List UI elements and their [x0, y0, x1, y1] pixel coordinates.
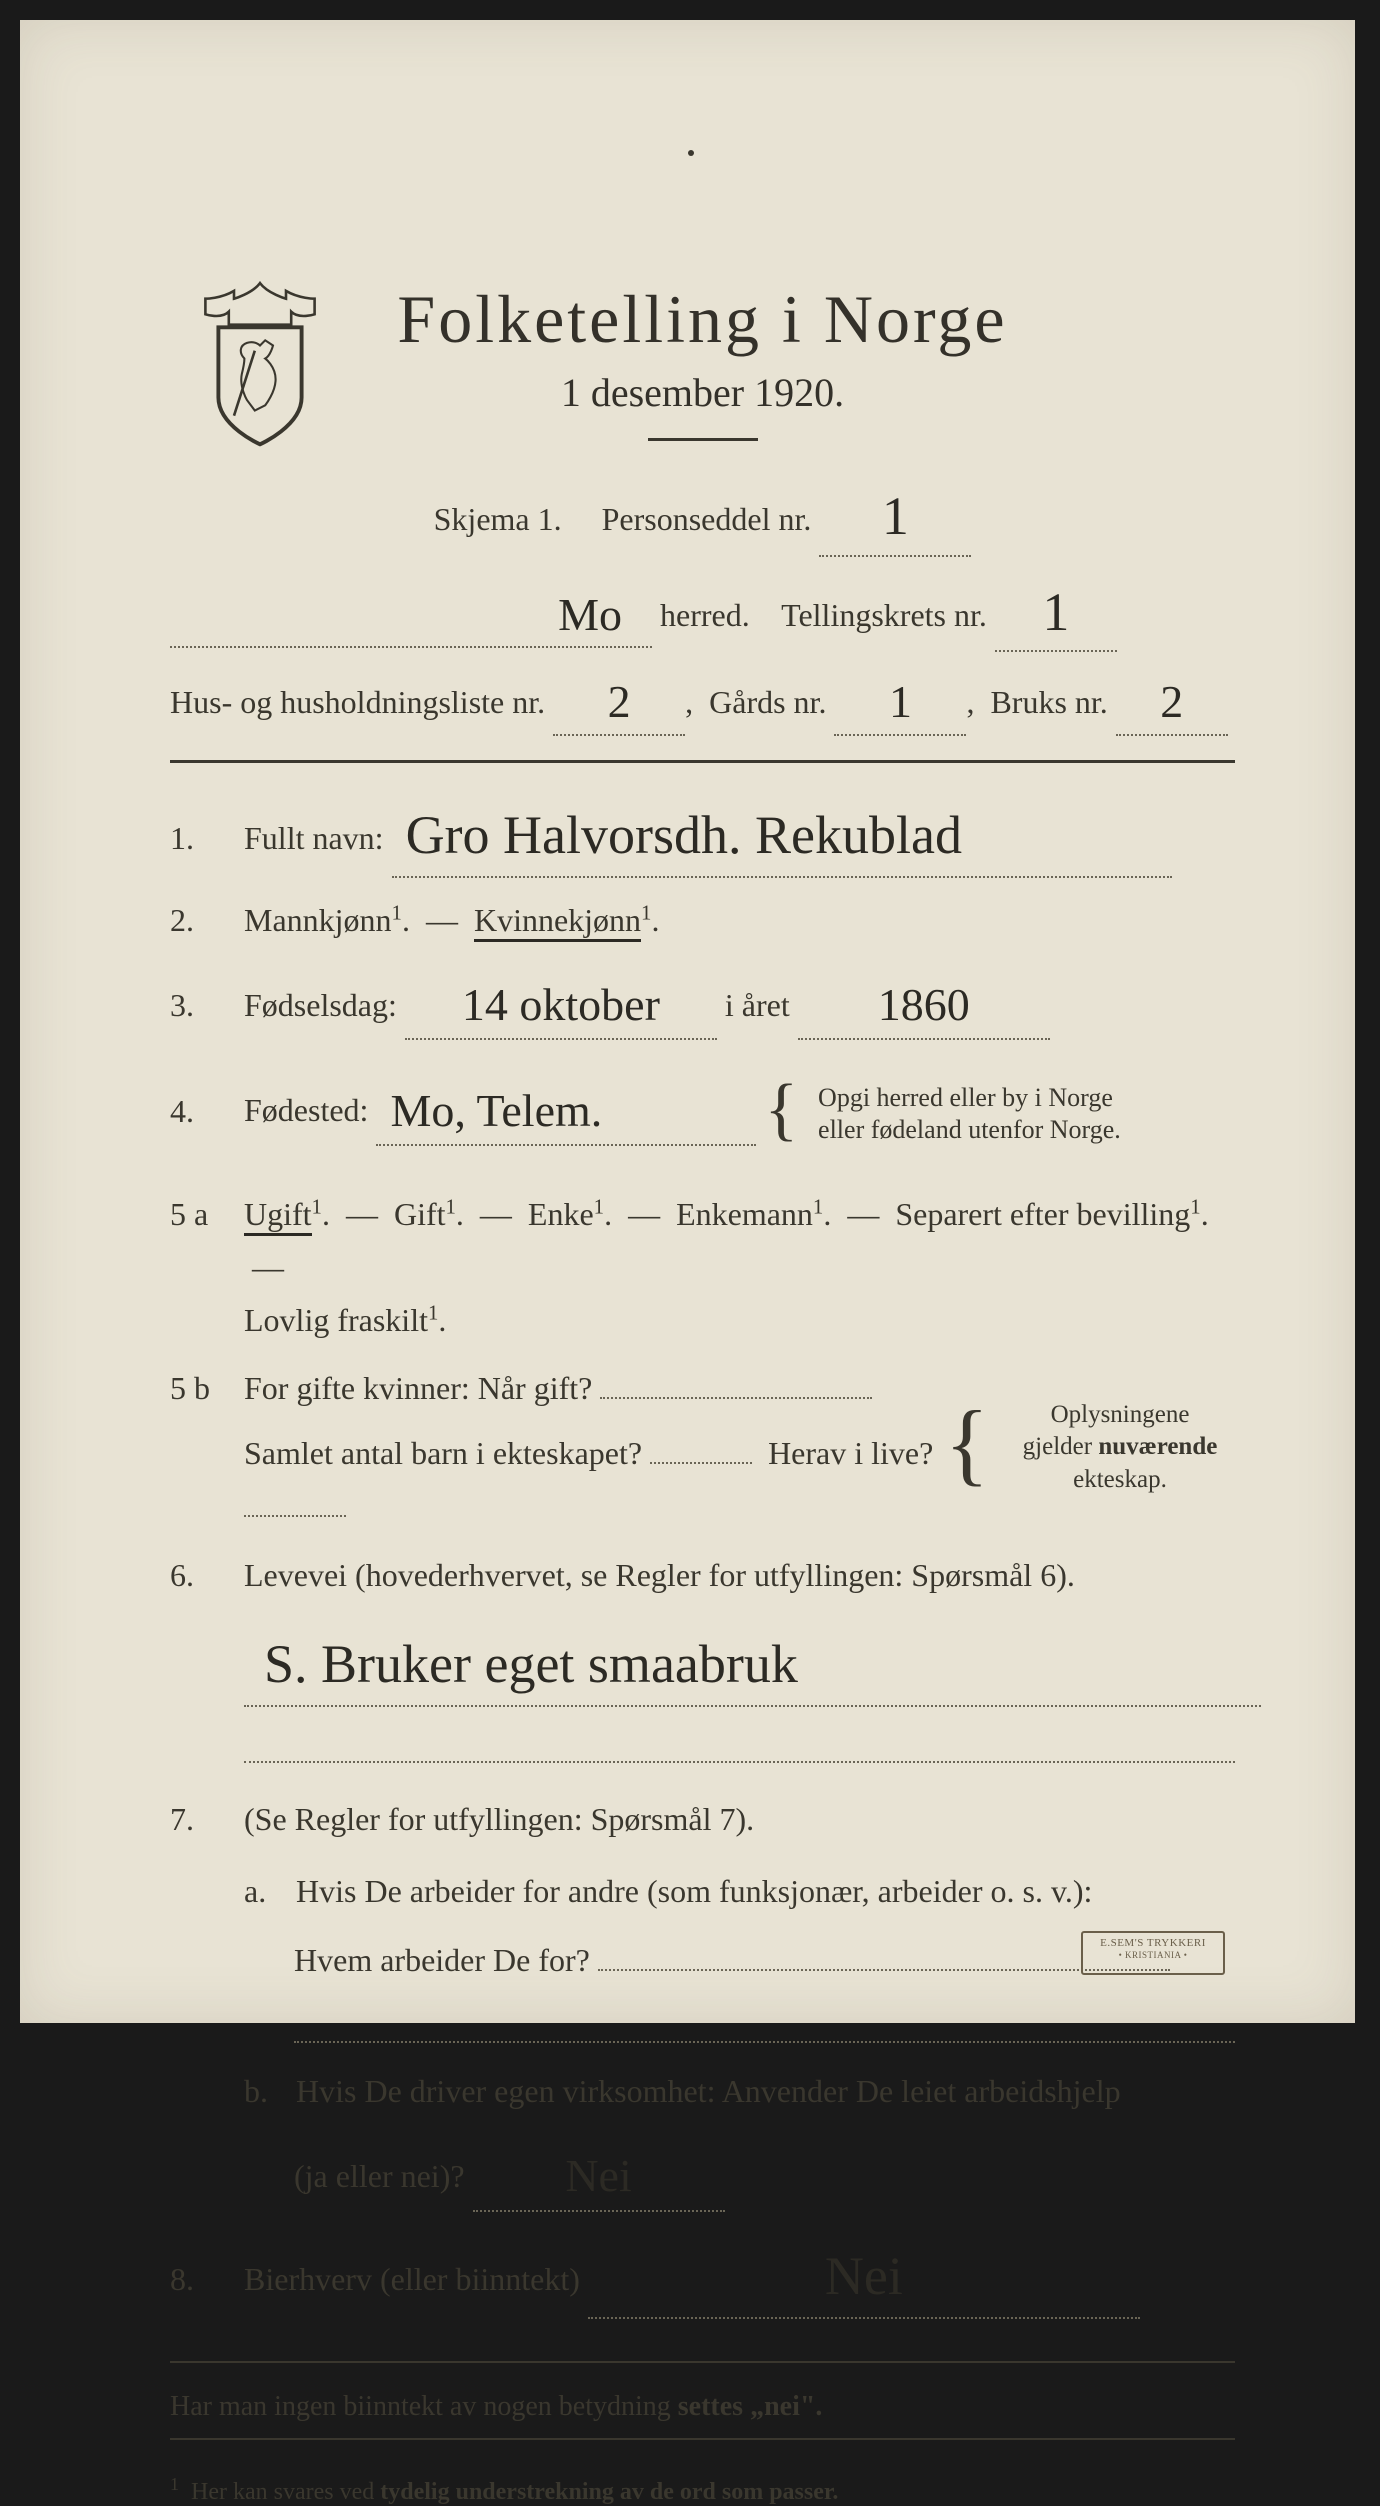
herred-label: herred. [660, 597, 750, 633]
herred-line: Mo herred. Tellingskrets nr. 1 [170, 567, 1235, 653]
document-paper: Folketelling i Norge 1 desember 1920. Sk… [20, 20, 1355, 2023]
q5a: 5 a Ugift1. — Gift1. — Enke1. — Enkemann… [170, 1188, 1235, 1346]
q5b-l1: For gifte kvinner: Når gift? [244, 1370, 592, 1406]
q8-label: Bierhverv (eller biinntekt) [244, 2261, 580, 2297]
q3-num: 3. [170, 987, 226, 1024]
q1-num: 1. [170, 820, 226, 857]
q3: 3. Fødselsdag: 14 oktober i året 1860 [170, 963, 1235, 1041]
q4-label: Fødested: [244, 1093, 368, 1129]
q5a-enkemann: Enkemann [676, 1196, 813, 1232]
gards-label: Gårds nr. [709, 684, 826, 720]
q7b-value: Nei [565, 2150, 631, 2201]
q4: 4. Fødested: Mo, Telem. { Opgi herred el… [170, 1056, 1235, 1172]
q4-num: 4. [170, 1093, 226, 1130]
main-title: Folketelling i Norge [170, 280, 1235, 359]
q2-kvinne: Kvinnekjønn [474, 902, 641, 942]
q8-num: 8. [170, 2261, 226, 2298]
bruks-value: 2 [1160, 676, 1183, 727]
q5a-enke: Enke [528, 1196, 594, 1232]
q5b: 5 b For gifte kvinner: Når gift? Samlet … [170, 1362, 1235, 1532]
bruks-label: Bruks nr. [990, 684, 1107, 720]
rule-1 [170, 760, 1235, 763]
stamp-sub: • KRISTIANIA • [1119, 1950, 1188, 1960]
personseddel-label: Personseddel nr. [602, 501, 812, 537]
skjema-label: Skjema 1. [434, 501, 562, 537]
subtitle: 1 desember 1920. [170, 369, 1235, 416]
q3-mid: i året [725, 987, 790, 1023]
q5a-num: 5 a [170, 1196, 226, 1233]
q5b-l2: Samlet antal barn i ekteskapet? [244, 1435, 642, 1471]
q7b-l2: (ja eller nei)? [294, 2158, 465, 2194]
page-dot [688, 150, 694, 156]
skjema-line: Skjema 1. Personseddel nr. 1 [170, 471, 1235, 557]
q6-num: 6. [170, 1557, 226, 1594]
q7a-num: a. [244, 1865, 288, 1918]
q5a-gift: Gift [394, 1196, 446, 1232]
herred-value: Mo [558, 589, 622, 640]
printer-stamp: E.SEM'S TRYKKERI • KRISTIANIA • [1081, 1931, 1225, 1975]
q5a-separert: Separert efter bevilling [895, 1196, 1190, 1232]
q1-value: Gro Halvorsdh. Rekublad [406, 805, 962, 865]
hushold-label: Hus- og husholdningsliste nr. [170, 684, 545, 720]
title-rule [648, 438, 758, 441]
footnote-1-bold: settes „nei". [678, 2391, 823, 2422]
q4-note-l2: eller fødeland utenfor Norge. [818, 1115, 1121, 1144]
q1-label: Fullt navn: [244, 820, 384, 856]
q2-num: 2. [170, 902, 226, 939]
q3-day: 14 oktober [462, 979, 660, 1030]
hushold-value: 2 [608, 676, 631, 727]
gards-value: 1 [889, 676, 912, 727]
footnote-2-pre: Her kan svares ved [191, 2479, 380, 2505]
q6-value: S. Bruker eget smaabruk [264, 1634, 798, 1694]
q4-value: Mo, Telem. [390, 1085, 602, 1136]
q5b-num: 5 b [170, 1370, 226, 1407]
q7b-num: b. [244, 2065, 288, 2118]
q7a-l2: Hvem arbeider De for? [294, 1942, 590, 1978]
coat-of-arms-icon [195, 280, 325, 450]
q7-num: 7. [170, 1801, 226, 1838]
tellingskrets-value: 1 [1042, 582, 1069, 642]
title-block: Folketelling i Norge 1 desember 1920. [170, 280, 1235, 441]
q6: 6. Levevei (hovederhvervet, se Regler fo… [170, 1549, 1235, 1777]
q4-note: Opgi herred eller by i Norge eller fødel… [818, 1082, 1121, 1147]
q5a-ugift: Ugift [244, 1196, 312, 1236]
rule-2 [170, 2361, 1235, 2363]
q5b-l3: Herav i live? [768, 1435, 933, 1471]
tellingskrets-label: Tellingskrets nr. [781, 597, 987, 633]
q7b-l1: Hvis De driver egen virksomhet: Anvender… [296, 2073, 1121, 2109]
q3-label: Fødselsdag: [244, 987, 397, 1023]
q4-note-l1: Opgi herred eller by i Norge [818, 1083, 1113, 1112]
q7a-l1: Hvis De arbeider for andre (som funksjon… [296, 1873, 1092, 1909]
brace-icon-2: { [945, 1368, 989, 1520]
q8: 8. Bierhverv (eller biinntekt) Nei [170, 2228, 1235, 2319]
q7-label: (Se Regler for utfyllingen: Spørsmål 7). [244, 1801, 754, 1837]
hushold-line: Hus- og husholdningsliste nr. 2 , Gårds … [170, 662, 1235, 735]
stamp-text: E.SEM'S TRYKKERI [1100, 1937, 1206, 1949]
footnote-1: Har man ingen biinntekt av nogen betydni… [170, 2385, 1235, 2428]
q1: 1. Fullt navn: Gro Halvorsdh. Rekublad [170, 787, 1235, 878]
q2: 2. Mannkjønn1. — Kvinnekjønn1. [170, 894, 1235, 947]
brace-icon: { [764, 1052, 798, 1168]
q5b-n2: gjelder nuværende [1023, 1433, 1218, 1460]
footnote-2-bold: tydelig understrekning av de ord som pas… [380, 2479, 838, 2505]
q7: 7. (Se Regler for utfyllingen: Spørsmål … [170, 1793, 1235, 2212]
q5b-n1: Oplysningene [1051, 1401, 1190, 1428]
q5a-fraskilt: Lovlig fraskilt [244, 1302, 428, 1338]
q2-mann: Mannkjønn [244, 902, 392, 938]
q5b-n3: ekteskap. [1073, 1466, 1167, 1493]
footnote-2: 1 Her kan svares ved tydelig understrekn… [170, 2474, 1235, 2506]
q6-label: Levevei (hovederhvervet, se Regler for u… [244, 1557, 1075, 1593]
footnote-1-pre: Har man ingen biinntekt av nogen betydni… [170, 2391, 678, 2422]
personseddel-value: 1 [882, 486, 909, 546]
rule-3 [170, 2438, 1235, 2440]
q5b-note: Oplysningene gjelder nuværende ekteskap. [1005, 1399, 1235, 1497]
q3-year: 1860 [878, 979, 970, 1030]
q8-value: Nei [825, 2246, 903, 2306]
page-background: Folketelling i Norge 1 desember 1920. Sk… [0, 0, 1380, 2048]
